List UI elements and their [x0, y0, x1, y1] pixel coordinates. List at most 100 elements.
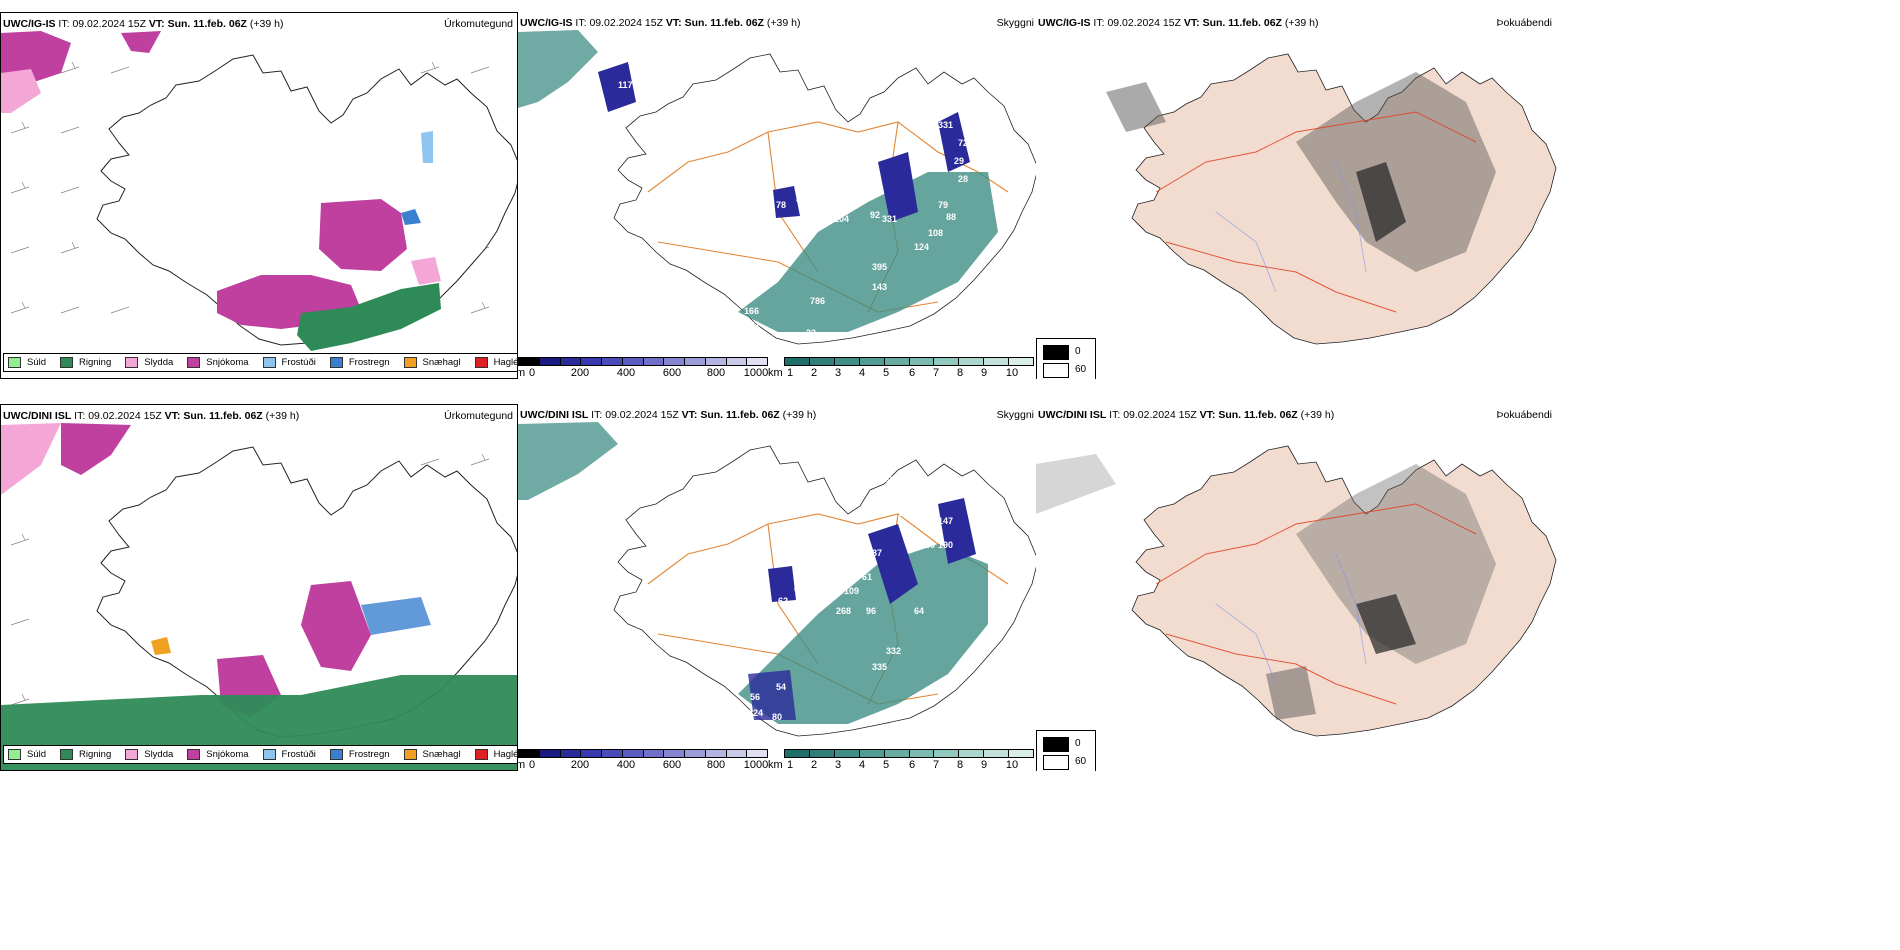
depth-value-label: 61 — [862, 572, 872, 582]
panel-title: Úrkomutegund — [444, 18, 513, 30]
visibility-tick: 8 — [956, 759, 964, 771]
legend-item: Frostúði — [262, 749, 316, 760]
visibility-colorbar: km 1 2 3 4 5 6 7 8 9 10 — [768, 357, 1034, 379]
depth-value-label: 22 — [806, 328, 816, 338]
depth-value-label: 92 — [870, 210, 880, 220]
visibility-unit: km — [768, 759, 783, 771]
legend-swatch — [329, 749, 343, 760]
legend-swatch — [474, 749, 488, 760]
depth-value-label: 117 — [618, 80, 633, 90]
visibility-tick: 3 — [834, 759, 842, 771]
panel-header: UWC/DINI ISL IT: 09.02.2024 15Z VT: Sun.… — [3, 410, 300, 422]
legend-swatch — [262, 749, 276, 760]
depth-value-label: 29 — [954, 156, 964, 166]
visibility-unit: km — [768, 367, 783, 379]
depth-value-label: 65 — [914, 100, 924, 110]
visibility-tick: 1 — [786, 759, 794, 771]
depth-value-label: 332 — [886, 646, 901, 656]
depth-tick: 200 — [570, 367, 590, 379]
legend-item: Slydda — [125, 357, 173, 368]
panel-header: UWC/DINI ISL IT: 09.02.2024 15Z VT: Sun.… — [520, 409, 817, 421]
panel-title: Skyggni — [996, 409, 1034, 421]
legend-item: Frostregn — [329, 357, 390, 368]
precip-type-panel-dini: UWC/DINI ISL IT: 09.02.2024 15Z VT: Sun.… — [0, 404, 518, 771]
visibility-tick: 9 — [980, 759, 988, 771]
fog-panel-igis: UWC/IG-IS IT: 09.02.2024 15Z VT: Sun. 11… — [1036, 12, 1560, 379]
depth-value-label: 101 — [898, 508, 913, 518]
visibility-tick: 8 — [956, 367, 964, 379]
depth-value-label: 56 — [750, 692, 760, 702]
visibility-tick: 6 — [908, 367, 916, 379]
visibility-tick: 2 — [810, 759, 818, 771]
depth-value-label: 28 — [780, 146, 790, 156]
panel-header: UWC/DINI ISL IT: 09.02.2024 15Z VT: Sun.… — [1038, 409, 1335, 421]
legend-swatch — [262, 357, 276, 368]
legend-item: Snjókoma — [187, 749, 249, 760]
visibility-tick: 6 — [908, 759, 916, 771]
depth-value-label: 30 — [610, 114, 620, 124]
legend-swatch — [8, 749, 21, 760]
depth-value-label: 78 — [776, 200, 786, 210]
fog-map — [1036, 445, 1557, 737]
visibility-tick: 4 — [858, 759, 866, 771]
visibility-tick: 9 — [980, 367, 988, 379]
depth-colorbar: m 0 200 400 600 800 1000 — [518, 749, 768, 771]
depth-value-label: 786 — [810, 296, 825, 306]
depth-tick: 200 — [570, 759, 590, 771]
legend-swatch — [403, 749, 417, 760]
depth-value-label: 88 — [946, 212, 956, 222]
visibility-tick: 10 — [1005, 759, 1019, 771]
depth-tick: 1000 — [743, 367, 769, 379]
legend-item: Snæhagl — [403, 357, 461, 368]
depth-tick: 400 — [616, 367, 636, 379]
precip-type-map — [1, 423, 517, 770]
depth-value-label: 109 — [844, 586, 859, 596]
precip-type-legend: Súld Rigning Slydda Snjókoma Frostúði Fr… — [3, 353, 517, 372]
depth-value-label: 19 — [632, 444, 642, 454]
visibility-tick: 7 — [932, 759, 940, 771]
visibility-tick: 7 — [932, 367, 940, 379]
depth-value-label: 84 — [796, 194, 806, 204]
depth-value-label: 64 — [914, 606, 924, 616]
depth-value-label: 80 — [772, 712, 782, 722]
legend-item: Rigning — [60, 749, 111, 760]
depth-value-label: 147 — [938, 516, 953, 526]
panel-title: Þokuábendi — [1496, 17, 1552, 29]
depth-tick: 0 — [528, 759, 536, 771]
visibility-tick: 2 — [810, 367, 818, 379]
fog-panel-dini: UWC/DINI ISL IT: 09.02.2024 15Z VT: Sun.… — [1036, 404, 1560, 771]
visibility-tick: 4 — [858, 367, 866, 379]
visibility-panel-igis: UWC/IG-IS IT: 09.02.2024 15Z VT: Sun. 11… — [518, 12, 1036, 379]
panel-header: UWC/IG-IS IT: 09.02.2024 15Z VT: Sun. 11… — [520, 17, 801, 29]
depth-value-label: 331 — [938, 120, 953, 130]
precip-type-legend: Súld Rigning Slydda Snjókoma Frostúði Fr… — [3, 745, 517, 764]
panel-header: UWC/IG-IS IT: 09.02.2024 15Z VT: Sun. 11… — [3, 18, 284, 30]
depth-value-label: 244 — [902, 110, 917, 120]
depth-value-label: 54 — [776, 682, 786, 692]
visibility-colorbar: km 1 2 3 4 5 6 7 8 9 10 — [768, 749, 1034, 771]
depth-value-label: 395 — [872, 262, 887, 272]
depth-value-label: 108 — [928, 228, 943, 238]
fog-legend: 0 60 — [1036, 338, 1096, 379]
depth-value-label: 335 — [872, 662, 887, 672]
panel-title: Úrkomutegund — [444, 410, 513, 422]
depth-value-label: 76 — [858, 170, 868, 180]
depth-value-label: 108 — [918, 496, 933, 506]
legend-swatch — [125, 749, 139, 760]
depth-value-label: 190 — [938, 540, 953, 550]
legend-item: Snjókoma — [187, 357, 249, 368]
depth-tick: 800 — [706, 367, 726, 379]
depth-value-label: 96 — [842, 184, 852, 194]
fog-legend: 0 60 — [1036, 730, 1096, 771]
visibility-panel-dini: UWC/DINI ISL IT: 09.02.2024 15Z VT: Sun.… — [518, 404, 1036, 771]
legend-swatch — [187, 357, 201, 368]
legend-item: Súld — [8, 749, 46, 760]
legend-swatch — [60, 749, 74, 760]
legend-swatch — [187, 749, 201, 760]
panel-title: Skyggni — [996, 17, 1034, 29]
depth-value-label: 268 — [836, 606, 851, 616]
depth-value-label: 208 — [882, 474, 897, 484]
legend-swatch — [474, 357, 488, 368]
legend-item: Frostúði — [262, 357, 316, 368]
